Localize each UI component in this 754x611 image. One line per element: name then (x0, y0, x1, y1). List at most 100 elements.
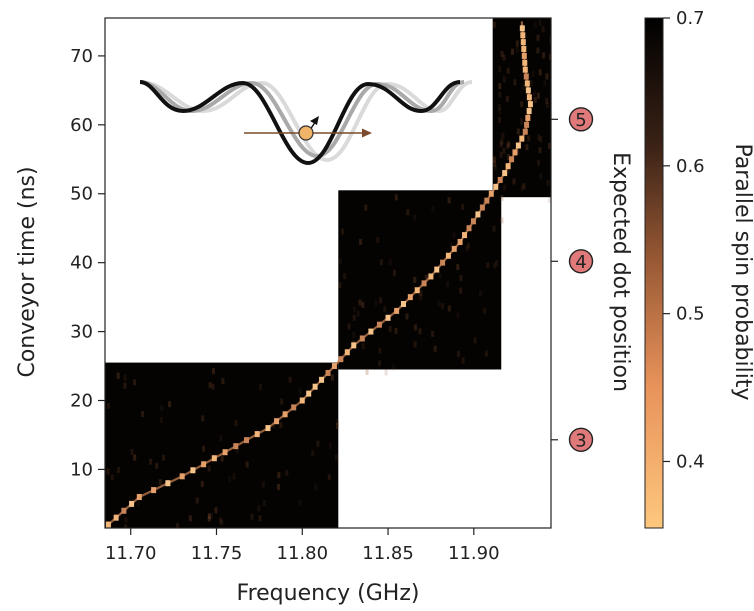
noise-speckle (221, 378, 225, 385)
noise-speckle (459, 287, 463, 294)
noise-speckle (175, 523, 179, 528)
y-tick-label: 40 (70, 253, 93, 274)
noise-speckle (110, 474, 114, 481)
trace-pixel (190, 467, 196, 474)
noise-speckle (257, 505, 261, 512)
noise-speckle (394, 194, 398, 201)
noise-speckle (279, 422, 283, 429)
noise-speckle (418, 328, 422, 335)
noise-speckle (341, 228, 345, 235)
noise-speckle (437, 300, 441, 307)
noise-speckle (235, 447, 239, 454)
noise-speckle (545, 101, 549, 108)
trace-pixel (338, 356, 344, 363)
trace-pixel (136, 493, 142, 500)
trace-pixel (113, 514, 119, 521)
noise-speckle (447, 305, 451, 312)
electron-dot (298, 125, 314, 141)
noise-speckle (492, 262, 496, 269)
noise-speckle (414, 324, 418, 331)
trace-pixel (325, 369, 331, 376)
noise-speckle (536, 34, 540, 41)
trace-pixel (299, 397, 305, 404)
noise-speckle (493, 164, 497, 171)
noise-speckle (364, 204, 368, 211)
noise-speckle (459, 275, 463, 282)
noise-speckle (201, 415, 205, 422)
noise-speckle (220, 455, 224, 462)
noise-speckle (298, 500, 302, 507)
scan-region-1 (105, 362, 339, 528)
noise-speckle (207, 515, 211, 522)
noise-speckle (498, 65, 502, 72)
trace-pixel (470, 218, 476, 225)
trace-pixel (521, 52, 527, 59)
noise-speckle (549, 37, 551, 44)
noise-speckle (123, 374, 127, 381)
noise-speckle (117, 466, 121, 473)
x-tick-label: 11.85 (362, 543, 414, 564)
noise-speckle (159, 416, 163, 423)
noise-speckle (536, 47, 540, 54)
noise-speckle (356, 310, 360, 317)
noise-speckle (250, 513, 254, 520)
trace-pixel (522, 66, 528, 73)
noise-speckle (277, 472, 281, 479)
noise-speckle (272, 422, 276, 429)
noise-speckle (527, 135, 531, 142)
noise-speckle (511, 48, 515, 55)
noise-speckle (388, 259, 392, 266)
trace-pixel (129, 500, 135, 507)
trace-pixel (254, 431, 260, 438)
noise-speckle (497, 104, 501, 111)
noise-speckle (116, 372, 120, 379)
noise-speckle (505, 95, 509, 102)
y-tick-label: 50 (70, 184, 93, 205)
noise-speckle (327, 474, 331, 481)
noise-speckle (336, 419, 340, 426)
noise-speckle (358, 299, 362, 306)
noise-speckle (529, 79, 533, 86)
noise-speckle (533, 21, 537, 28)
noise-speckle (384, 369, 388, 376)
noise-speckle (219, 435, 223, 442)
noise-speckle (365, 368, 369, 375)
noise-speckle (548, 142, 551, 149)
noise-speckle (502, 76, 506, 83)
noise-speckle (507, 154, 511, 161)
noise-speckle (536, 92, 540, 99)
noise-speckle (539, 136, 543, 143)
noise-speckle (441, 303, 445, 310)
noise-speckle (133, 454, 137, 461)
dot-position-label: 5 (575, 110, 586, 131)
trace-pixel (312, 383, 318, 390)
trace-pixel (165, 480, 171, 487)
noise-speckle (548, 196, 551, 203)
noise-speckle (168, 401, 172, 408)
spin-arrowhead (310, 116, 319, 125)
trace-pixel (421, 280, 427, 287)
trace-pixel (524, 80, 530, 87)
noise-speckle (419, 294, 423, 301)
noise-speckle (352, 331, 356, 338)
noise-speckle (431, 330, 435, 337)
noise-speckle (413, 341, 417, 348)
noise-speckle (234, 420, 238, 427)
trace-pixel (414, 287, 420, 294)
noise-speckle (495, 260, 499, 267)
noise-speckle (452, 232, 456, 239)
noise-speckle (492, 156, 496, 163)
noise-speckle (501, 132, 505, 139)
colorbar-tick-label: 0.6 (676, 156, 705, 177)
right-axis-label: Expected dot position (608, 152, 633, 392)
noise-speckle (425, 274, 429, 281)
noise-speckle (378, 347, 382, 354)
trace-pixel (407, 294, 413, 301)
noise-speckle (456, 350, 460, 357)
y-axis-ticks: 10 20 30 40 50 60 70 (70, 46, 105, 480)
trace-pixel (525, 114, 531, 121)
noise-speckle (498, 117, 502, 124)
noise-speckle (449, 242, 453, 249)
trace-pixel (484, 197, 490, 204)
noise-speckle (200, 480, 204, 487)
